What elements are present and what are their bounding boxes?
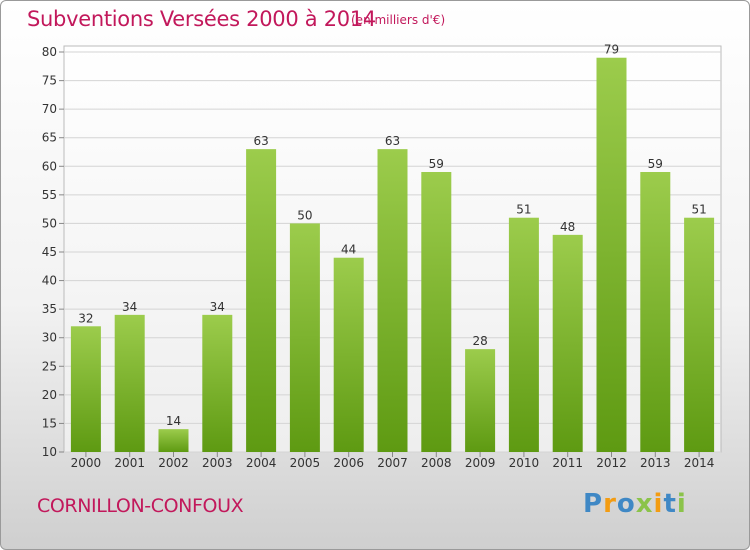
x-tick-label: 2005	[290, 456, 321, 470]
bar-2007	[377, 149, 408, 452]
x-tick-label: 2011	[552, 456, 583, 470]
x-tick-label: 2008	[421, 456, 452, 470]
y-tick-label: 70	[42, 102, 57, 116]
x-tick-label: 2012	[596, 456, 627, 470]
data-label-2008: 59	[429, 157, 444, 171]
x-tick-label: 2003	[202, 456, 233, 470]
x-tick-label: 2006	[333, 456, 364, 470]
x-tick-label: 2009	[465, 456, 496, 470]
data-label-2005: 50	[297, 208, 312, 222]
bar-2013	[640, 172, 671, 452]
logo-letter: x	[635, 489, 654, 519]
bar-2001	[114, 314, 145, 452]
y-tick-label: 45	[42, 245, 57, 259]
data-label-2001: 34	[122, 300, 137, 314]
y-tick-label: 25	[42, 359, 57, 373]
x-tick-label: 2002	[158, 456, 189, 470]
y-tick-label: 40	[42, 274, 57, 288]
y-tick-label: 55	[42, 188, 57, 202]
logo-letter: r	[603, 489, 617, 519]
bar-2014	[684, 217, 715, 452]
logo-letter: i	[676, 489, 687, 519]
town-name: CORNILLON-CONFOUX	[37, 495, 244, 517]
y-tick-label: 20	[42, 388, 57, 402]
data-label-2010: 51	[516, 203, 531, 217]
y-tick-label: 15	[42, 416, 57, 430]
x-tick-label: 2000	[71, 456, 102, 470]
bar-2002	[158, 429, 189, 452]
y-tick-label: 75	[42, 74, 57, 88]
bars: 32 34 14 34 63 50 44 63 59 28 51 48 79 59 51	[70, 43, 715, 452]
data-label-2006: 44	[341, 243, 356, 257]
y-tick-label: 35	[42, 302, 57, 316]
data-label-2014: 51	[691, 203, 706, 217]
y-tick-label: 65	[42, 131, 57, 145]
bar-2006	[333, 257, 364, 452]
bar-2012	[596, 57, 627, 452]
y-tick-label: 50	[42, 216, 57, 230]
chart-title: Subventions Versées 2000 à 2014	[27, 7, 376, 31]
x-axis: 2000 2001 2002 2003 2004 2005 2006 2007 2008 2009…	[71, 452, 715, 470]
chart-subtitle: (en milliers d'€)	[351, 13, 446, 27]
y-tick-label: 60	[42, 159, 57, 173]
x-tick-label: 2014	[684, 456, 715, 470]
y-axis: 10 15 20 25 30 35 40 45 50 55 60 65 70 75 80	[42, 45, 64, 459]
bar-2011	[552, 234, 583, 452]
y-tick-label: 30	[42, 331, 57, 345]
data-label-2003: 34	[210, 300, 225, 314]
data-label-2002: 14	[166, 414, 181, 428]
bar-2010	[508, 217, 539, 452]
data-label-2007: 63	[385, 134, 400, 148]
bar-2003	[202, 314, 233, 452]
logo-letter: t	[663, 489, 677, 519]
bar-2004	[246, 149, 277, 452]
x-tick-label: 2013	[640, 456, 671, 470]
y-tick-label: 80	[42, 45, 57, 59]
x-tick-label: 2001	[114, 456, 145, 470]
data-label-2011: 48	[560, 220, 575, 234]
x-tick-label: 2004	[246, 456, 277, 470]
data-label-2009: 28	[472, 334, 487, 348]
x-tick-label: 2010	[509, 456, 540, 470]
data-label-2013: 59	[648, 157, 663, 171]
data-label-2000: 32	[78, 311, 93, 325]
logo-letter: P	[583, 489, 604, 519]
proxiti-logo[interactable]: Proxiti	[583, 489, 687, 519]
bar-2005	[289, 223, 320, 452]
data-label-2004: 63	[253, 134, 268, 148]
logo-letter: o	[616, 489, 636, 519]
x-tick-label: 2007	[377, 456, 408, 470]
y-tick-label: 10	[42, 445, 57, 459]
bar-2008	[421, 172, 452, 452]
bar-2000	[70, 326, 101, 452]
logo-letter: i	[653, 489, 664, 519]
bar-2009	[465, 349, 496, 452]
data-label-2012: 79	[604, 43, 619, 57]
